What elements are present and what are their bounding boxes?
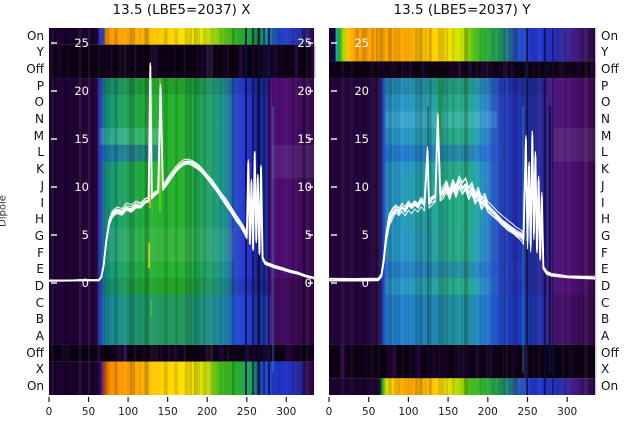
row-label: C [35, 295, 44, 310]
row-label: Off [26, 62, 44, 77]
row-label: N [601, 112, 610, 127]
svg-text:25: 25 [297, 36, 312, 50]
row-label: F [37, 245, 44, 260]
panel-title-y: 13.5 (LBE5=2037) Y [393, 2, 531, 18]
svg-text:5: 5 [82, 228, 89, 242]
row-label: L [601, 145, 608, 160]
row-label: D [34, 278, 44, 293]
row-label: X [35, 362, 44, 377]
row-label: On [26, 379, 44, 394]
row-label: I [40, 195, 44, 210]
row-label: O [601, 95, 611, 110]
x-axis-tick-label: 250 [237, 406, 257, 418]
row-label: G [34, 228, 44, 243]
row-label: L [37, 145, 44, 160]
svg-text:10: 10 [297, 180, 312, 194]
svg-text:10: 10 [74, 180, 89, 194]
panel-title-x: 13.5 (LBE5=2037) X [112, 2, 251, 18]
row-label: K [601, 162, 609, 177]
row-labels-left: On Y Off P O N M L K J I H G F E D C B A Off X On [0, 28, 44, 395]
svg-text:0: 0 [82, 276, 89, 290]
row-label: F [601, 245, 608, 260]
svg-text:15: 15 [297, 132, 312, 146]
svg-text:0: 0 [305, 276, 312, 290]
svg-text:20: 20 [74, 84, 89, 98]
row-label: J [40, 178, 44, 193]
svg-text:15: 15 [74, 132, 89, 146]
row-label: Off [601, 345, 619, 360]
row-label: On [26, 28, 44, 43]
row-label: N [35, 112, 44, 127]
row-label: K [36, 162, 44, 177]
row-label: C [601, 295, 610, 310]
row-label: I [601, 195, 605, 210]
row-label: A [35, 328, 44, 343]
row-label: E [36, 262, 44, 277]
row-label: A [601, 328, 610, 343]
row-label: B [601, 312, 610, 327]
svg-text:10: 10 [354, 180, 369, 194]
row-label: G [601, 228, 611, 243]
x-axis-tick-label: 150 [438, 406, 458, 418]
svg-text:20: 20 [354, 84, 369, 98]
svg-text:25: 25 [354, 36, 369, 50]
svg-text:5: 5 [362, 228, 369, 242]
x-axis-tick-label: 150 [158, 406, 178, 418]
row-label: P [36, 78, 44, 93]
row-label: Y [601, 45, 609, 60]
x-axis-tick-label: 300 [276, 406, 296, 418]
row-label: H [34, 212, 44, 227]
x-axis-tick-label: 50 [362, 406, 375, 418]
x-axis-tick-label: 0 [326, 406, 333, 418]
svg-text:20: 20 [297, 84, 312, 98]
row-label: P [601, 78, 609, 93]
x-axis-tick-label: 300 [557, 406, 577, 418]
row-label: On [601, 379, 619, 394]
row-label: B [35, 312, 44, 327]
row-label: M [33, 128, 44, 143]
x-axis-tick-label: 200 [197, 406, 217, 418]
row-label: D [601, 278, 611, 293]
x-axis-tick-label: 200 [478, 406, 498, 418]
row-label: Off [26, 345, 44, 360]
row-labels-right: On Y Off P O N M L K J I H G F E D C B A Off X On [601, 28, 640, 395]
row-label: On [601, 28, 619, 43]
row-label: Off [601, 62, 619, 77]
profile-line-bundle [329, 112, 595, 282]
svg-text:25: 25 [74, 36, 89, 50]
row-label: E [601, 262, 609, 277]
row-label: Y [36, 45, 44, 60]
x-axis-tick-label: 100 [118, 406, 138, 418]
row-label: X [601, 362, 610, 377]
row-label: O [34, 95, 44, 110]
x-axis-tick-label: 250 [517, 406, 537, 418]
svg-text:0: 0 [362, 276, 369, 290]
x-axis-tick-label: 0 [46, 406, 53, 418]
profile-line-bundle [49, 62, 314, 282]
svg-text:5: 5 [305, 228, 312, 242]
row-label: J [601, 178, 605, 193]
row-label: H [601, 212, 611, 227]
x-axis-tick-label: 50 [82, 406, 95, 418]
row-label: M [601, 128, 612, 143]
svg-text:15: 15 [354, 132, 369, 146]
x-axis-tick-label: 100 [398, 406, 418, 418]
